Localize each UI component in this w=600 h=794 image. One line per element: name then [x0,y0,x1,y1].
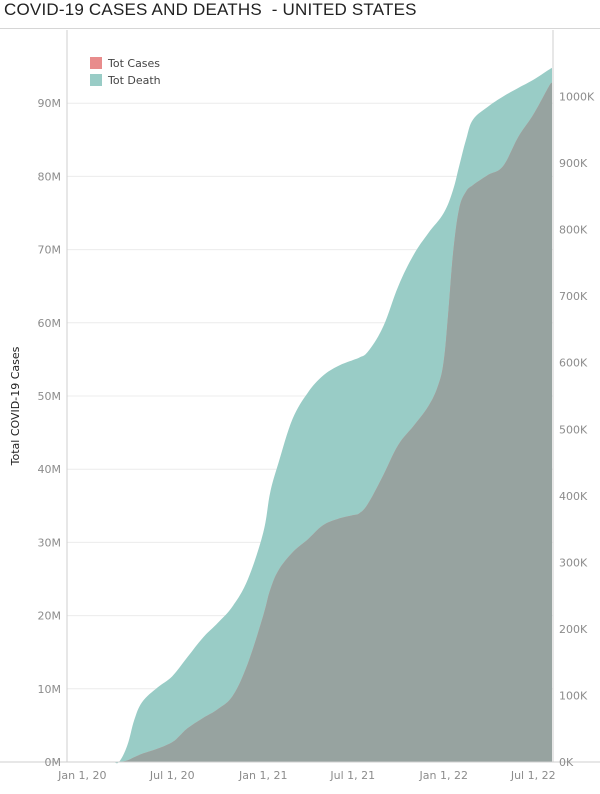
y-axis-left-ticks: 0M 10M 20M 30M 40M 50M 60M 70M 80M 90M [38,97,62,769]
y-right-tick-label-8: 800K [559,224,588,237]
y-right-tick-label-1: 100K [559,689,588,702]
y-axis-label: Total COVID-19 Cases [9,346,22,466]
y-left-tick-label-9: 90M [38,97,62,110]
x-tick-label-0: Jan 1, 20 [57,769,106,782]
y-left-tick-label-1: 10M [38,683,62,696]
y-right-tick-label-7: 700K [559,290,588,303]
y-right-tick-label-5: 500K [559,423,588,436]
chart-legend: Tot Cases Tot Death [90,57,161,87]
y-axis-right-ticks: 0K 100K 200K 300K 400K 500K 600K 700K 800K 900K 10… [559,91,595,769]
title-divider [0,28,600,29]
legend-swatch-0 [90,57,102,69]
y-left-tick-label-0: 0M [45,756,62,769]
y-right-tick-label-6: 600K [559,357,588,370]
y-left-tick-label-7: 70M [38,244,62,257]
x-tick-label-1: Jul 1, 20 [149,769,195,782]
y-left-tick-label-5: 50M [38,390,62,403]
x-tick-label-4: Jan 1, 22 [419,769,468,782]
y-right-tick-label-3: 300K [559,556,588,569]
y-right-tick-label-9: 900K [559,157,588,170]
x-tick-label-2: Jan 1, 21 [238,769,287,782]
y-left-tick-label-2: 20M [38,610,62,623]
y-left-tick-label-6: 60M [38,317,62,330]
y-right-tick-label-2: 200K [559,623,588,636]
y-left-tick-label-4: 40M [38,463,62,476]
cases-death-overlap-area [92,82,552,763]
y-left-tick-label-8: 80M [38,170,62,183]
legend-label-1: Tot Death [107,74,161,87]
x-tick-label-3: Jul 1, 21 [329,769,375,782]
y-right-tick-label-10: 1000K [559,91,595,104]
legend-swatch-1 [90,74,102,86]
x-tick-label-5: Jul 1, 22 [510,769,556,782]
legend-label-0: Tot Cases [107,57,160,70]
page-title: COVID-19 CASES AND DEATHS - UNITED STATE… [4,0,417,19]
y-right-tick-label-4: 400K [559,490,588,503]
y-right-tick-label-0: 0K [559,756,574,769]
y-left-tick-label-3: 30M [38,536,62,549]
x-axis-ticks: Jan 1, 20 Jul 1, 20 Jan 1, 21 Jul 1, 21 Jan … [57,769,556,782]
axes [0,30,600,763]
